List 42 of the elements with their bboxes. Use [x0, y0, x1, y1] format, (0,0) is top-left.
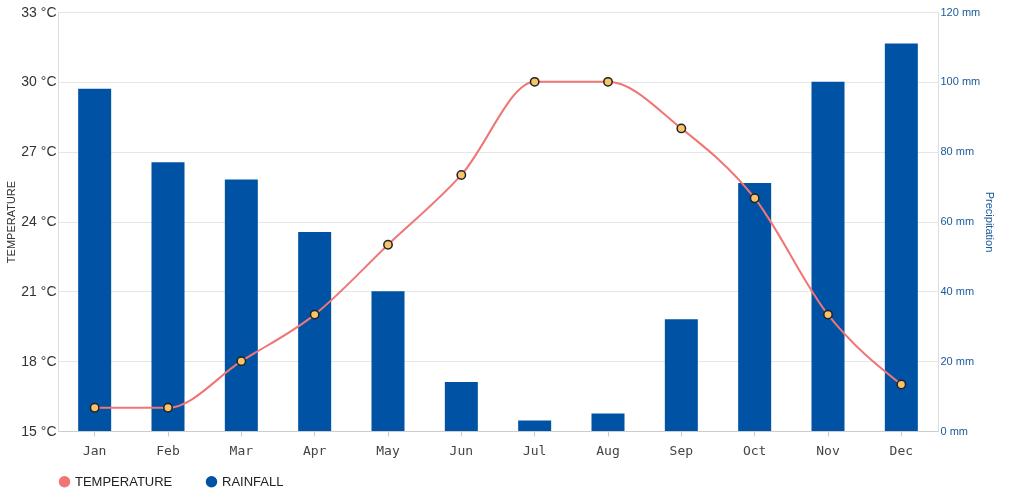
y2-tick-label: 80 mm: [940, 145, 975, 158]
y-tick-label: 33 °C: [21, 3, 57, 20]
bar: [738, 183, 772, 431]
y2-tick-label: 40 mm: [940, 284, 975, 297]
legend-label: RAINFALL: [222, 473, 284, 489]
x-tick-label: Jun: [449, 442, 474, 458]
x-tick-label: Feb: [156, 442, 180, 458]
x-tick-label: Apr: [302, 442, 327, 458]
y-tick-label: 18 °C: [21, 352, 57, 369]
x-tick-label: Jul: [522, 442, 547, 458]
x-tick-label: Dec: [889, 442, 914, 458]
y-tick-label: 30 °C: [21, 73, 57, 90]
x-tick-label: Sep: [669, 442, 694, 458]
bar: [591, 413, 625, 431]
x-tick-label: Nov: [816, 442, 840, 458]
y2-tick-label: 0 mm: [940, 424, 968, 437]
y-axis-title: TEMPERATURE: [5, 180, 18, 264]
bar: [298, 231, 332, 431]
bar: [518, 420, 552, 431]
bar: [151, 162, 185, 431]
x-tick-label: Oct: [742, 442, 767, 458]
y2-tick-label: 60 mm: [940, 215, 975, 227]
y2-tick-label: 120 mm: [940, 5, 981, 18]
x-tick-label: May: [376, 442, 400, 458]
y2-tick-label: 20 mm: [940, 354, 975, 367]
y-tick-label: 15 °C: [21, 422, 57, 439]
y-tick-label: 21 °C: [21, 282, 57, 299]
x-tick-label: Mar: [229, 442, 254, 458]
bar: [884, 43, 918, 431]
y2-axis-title: Precipitation: [984, 191, 997, 253]
legend-label: TEMPERATURE: [75, 473, 173, 489]
y-tick-label: 24 °C: [21, 213, 57, 229]
bar: [664, 319, 698, 431]
y2-tick-label: 100 mm: [940, 75, 981, 88]
bar: [811, 81, 845, 431]
bar: [224, 179, 258, 431]
x-tick-label: Aug: [596, 442, 620, 458]
y-tick-label: 27 °C: [21, 143, 57, 160]
bar: [444, 382, 478, 431]
bar: [371, 291, 405, 431]
x-tick-label: Jan: [82, 442, 107, 458]
bar: [78, 88, 112, 431]
